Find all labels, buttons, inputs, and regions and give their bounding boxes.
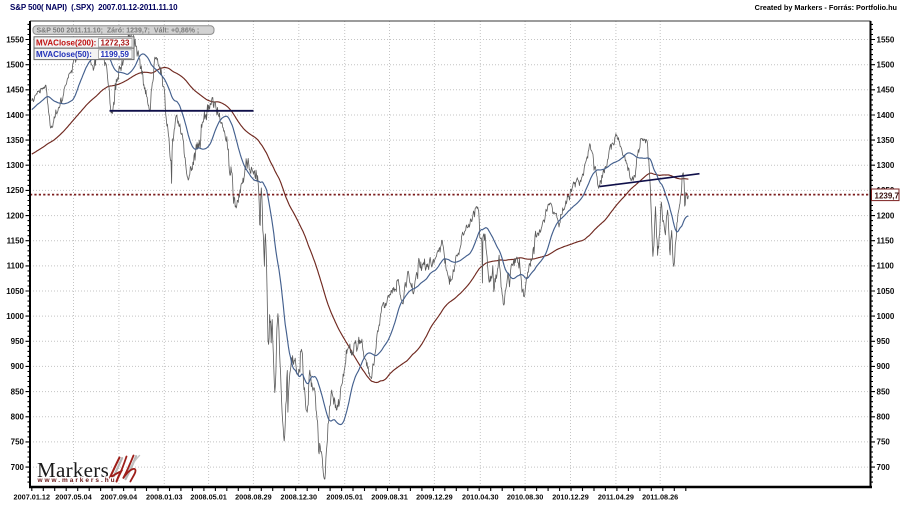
svg-text:2007.05.04: 2007.05.04 <box>55 493 92 502</box>
svg-text:1100: 1100 <box>877 262 895 271</box>
svg-text:1350: 1350 <box>877 136 895 145</box>
svg-text:Markers: Markers <box>37 458 109 482</box>
svg-text:1350: 1350 <box>6 136 24 145</box>
svg-text:2008.05.01: 2008.05.01 <box>190 493 227 502</box>
svg-text:850: 850 <box>11 387 25 396</box>
svg-text:2009.12.29: 2009.12.29 <box>416 493 453 502</box>
svg-text:700: 700 <box>11 463 25 472</box>
svg-text:1050: 1050 <box>6 287 24 296</box>
svg-text:1550: 1550 <box>877 35 895 44</box>
svg-text:www.markers.hu: www.markers.hu <box>37 477 117 484</box>
svg-text:1272,33: 1272,33 <box>101 39 130 48</box>
svg-text:1500: 1500 <box>6 61 24 70</box>
svg-text:1250: 1250 <box>6 186 24 195</box>
svg-text:750: 750 <box>11 438 25 447</box>
svg-text:1300: 1300 <box>877 161 895 170</box>
svg-text:2008.12.30: 2008.12.30 <box>281 493 318 502</box>
svg-text:900: 900 <box>11 362 25 371</box>
svg-text:2007.01.12: 2007.01.12 <box>14 493 51 502</box>
svg-text:1150: 1150 <box>877 237 895 246</box>
svg-text:2009.05.01: 2009.05.01 <box>326 493 363 502</box>
svg-text:2010.04.30: 2010.04.30 <box>462 493 499 502</box>
svg-text:2010.08.30: 2010.08.30 <box>507 493 544 502</box>
svg-text:1239,7: 1239,7 <box>875 191 900 200</box>
svg-text:1500: 1500 <box>877 61 895 70</box>
svg-text:2009.08.31: 2009.08.31 <box>371 493 408 502</box>
svg-text:1400: 1400 <box>6 111 24 120</box>
svg-text:1150: 1150 <box>7 237 25 246</box>
svg-text:2008.08.29: 2008.08.29 <box>235 493 272 502</box>
svg-text:2007.09.04: 2007.09.04 <box>101 493 138 502</box>
svg-text:Markers: Markers <box>37 458 109 482</box>
svg-text:850: 850 <box>877 387 891 396</box>
svg-text:1200: 1200 <box>6 211 24 220</box>
svg-text:2011.08.26: 2011.08.26 <box>642 493 678 502</box>
svg-text:2010.12.29: 2010.12.29 <box>552 493 589 502</box>
svg-text:800: 800 <box>877 413 891 422</box>
svg-text:MVAClose(50):: MVAClose(50): <box>36 50 92 59</box>
svg-text:1450: 1450 <box>877 86 895 95</box>
svg-text:S&P 500( NAPI) (.SPX) 2007.0: S&P 500( NAPI) (.SPX) 2007.01.12-2011.11… <box>10 3 178 12</box>
svg-text:Created by Markers - Forrás: P: Created by Markers - Forrás: Portfolio.h… <box>755 3 897 12</box>
svg-text:1100: 1100 <box>7 262 25 271</box>
svg-text:1199,59: 1199,59 <box>101 50 130 59</box>
svg-text:1400: 1400 <box>877 111 895 120</box>
svg-text:1550: 1550 <box>6 35 24 44</box>
svg-text:1300: 1300 <box>6 161 24 170</box>
svg-text:750: 750 <box>877 438 891 447</box>
svg-text:MVAClose(200):: MVAClose(200): <box>36 39 96 48</box>
svg-text:S&P 500 2011.11.10; Záró: 123: S&P 500 2011.11.10; Záró: 1239,7; Vált: … <box>37 28 200 35</box>
svg-text:2008.01.03: 2008.01.03 <box>146 493 183 502</box>
svg-text:800: 800 <box>11 413 25 422</box>
svg-text:www.markers.hu: www.markers.hu <box>37 477 117 484</box>
svg-text:900: 900 <box>877 362 891 371</box>
svg-text:1000: 1000 <box>877 312 895 321</box>
svg-text:1050: 1050 <box>877 287 895 296</box>
svg-text:700: 700 <box>877 463 891 472</box>
svg-text:2011.04.29: 2011.04.29 <box>598 493 634 502</box>
svg-text:1450: 1450 <box>6 86 24 95</box>
svg-text:950: 950 <box>11 337 25 346</box>
svg-text:1200: 1200 <box>877 211 895 220</box>
svg-text:950: 950 <box>877 337 891 346</box>
svg-text:1000: 1000 <box>6 312 24 321</box>
